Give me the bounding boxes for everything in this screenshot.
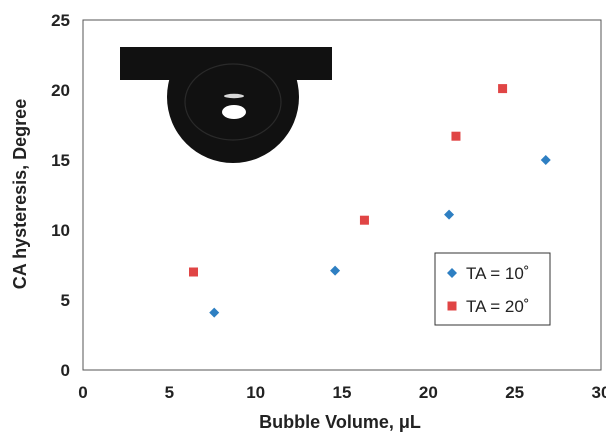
inset-highlight-large xyxy=(222,105,246,119)
plot-axes xyxy=(82,19,602,371)
x-tick-label: 20 xyxy=(419,383,438,402)
x-tick-label: 10 xyxy=(246,383,265,402)
data-point-ta10 xyxy=(209,307,220,318)
legend-box xyxy=(434,252,551,326)
data-point-ta20 xyxy=(451,131,461,141)
y-tick-label: 15 xyxy=(51,151,70,170)
legend-label: TA = 10˚ xyxy=(466,264,529,283)
data-point-ta10 xyxy=(330,265,341,276)
y-tick-label: 20 xyxy=(51,81,70,100)
x-axis-title: Bubble Volume, μL xyxy=(259,412,421,432)
legend-marker xyxy=(447,268,457,278)
y-tick-label: 0 xyxy=(61,361,70,380)
x-tick-label: 25 xyxy=(505,383,524,402)
legend: TA = 10˚ TA = 20˚ xyxy=(434,252,551,326)
y-tick-label: 25 xyxy=(51,11,70,30)
data-point-ta10 xyxy=(444,209,455,220)
inset-substrate xyxy=(120,47,332,80)
bubble-inset-image xyxy=(120,47,332,163)
data-point-ta20 xyxy=(189,267,199,277)
plot-area-frame xyxy=(82,19,602,371)
data-point-ta10 xyxy=(540,155,551,165)
legend-label: TA = 20˚ xyxy=(466,297,529,316)
x-tick-label: 0 xyxy=(78,383,87,402)
legend-marker xyxy=(447,301,457,311)
y-tick-label: 10 xyxy=(51,221,70,240)
data-point-ta20 xyxy=(359,215,369,225)
y-tick-label: 5 xyxy=(61,291,70,310)
inset-bubble xyxy=(167,80,299,163)
data-point-ta20 xyxy=(498,84,508,94)
y-axis-title: CA hysteresis, Degree xyxy=(10,99,30,289)
tick-labels: 0 5 10 15 20 25 30 0 5 10 15 20 25 xyxy=(51,11,606,402)
x-tick-label: 30 xyxy=(592,383,606,402)
inset-bubble-ring xyxy=(184,63,282,141)
x-tick-label: 15 xyxy=(333,383,352,402)
data-points xyxy=(189,84,551,318)
x-tick-label: 5 xyxy=(165,383,174,402)
inset-highlight-small xyxy=(224,93,244,99)
